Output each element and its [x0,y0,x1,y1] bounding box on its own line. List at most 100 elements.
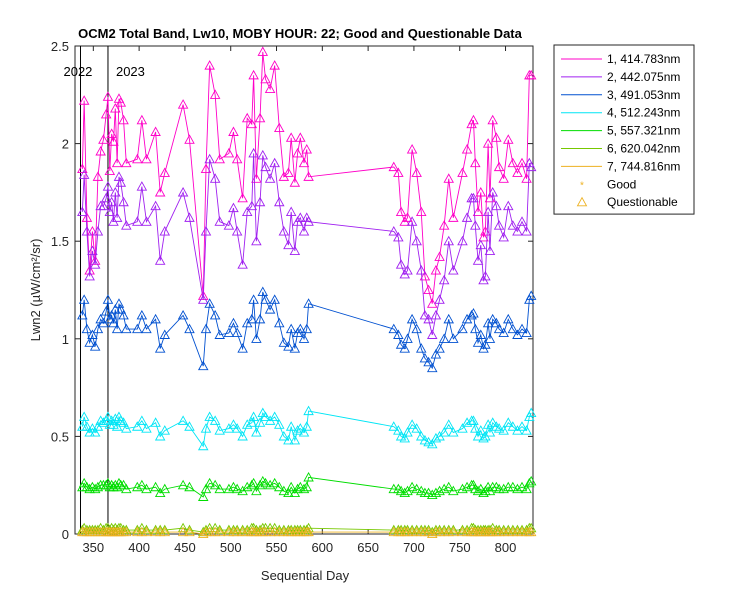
data-point [457,235,468,246]
data-point [204,411,215,421]
data-point [278,485,290,496]
data-point [184,212,195,222]
data-point [426,489,438,500]
data-point [285,323,297,334]
data-point [84,483,95,494]
data-point [228,126,239,136]
data-point [121,423,132,433]
data-point [399,432,411,443]
data-point [461,417,473,427]
data-point [78,95,90,105]
data-point [100,192,112,203]
data-point [475,425,487,435]
data-point [461,524,473,535]
data-point [246,417,258,427]
data-point [248,294,259,304]
data-point [274,481,285,492]
legend-label: 4, 512.243nm [607,106,680,120]
data-point [498,327,509,337]
data-point [468,415,479,425]
data-point [298,483,310,494]
data-point [132,421,143,431]
data-point [393,329,404,339]
data-point [121,220,132,230]
data-point [448,333,459,343]
legend-label: 7, 744.816nm [607,159,680,173]
data-point [443,313,454,324]
data-point [493,161,505,172]
data-point [457,167,468,177]
data-point [241,112,253,123]
data-point [484,245,496,256]
x-tick-label: 450 [174,540,196,555]
data-point [301,421,313,431]
data-point [159,167,171,177]
data-point [246,118,258,129]
data-point [111,212,123,222]
data-point [106,128,117,138]
data-point [260,477,271,488]
data-point [470,423,481,433]
data-point [521,327,532,337]
data-point [237,343,248,353]
data-point [254,417,266,427]
data-point [77,309,88,320]
data-point [448,524,459,535]
data-point [406,144,418,154]
data-point [487,186,498,197]
data-point [493,323,505,334]
data-point [295,423,306,433]
data-point [274,317,285,328]
data-point [106,309,117,320]
data-point [303,526,314,537]
data-point [426,298,438,308]
data-point [254,112,266,123]
data-point [498,483,509,494]
data-point [468,307,479,318]
series-line [81,153,532,335]
data-point [411,323,422,334]
data-point [132,153,143,164]
data-point [478,487,489,498]
data-point [159,526,171,537]
data-point [184,526,195,537]
data-point [113,298,125,308]
x-tick-label: 750 [449,540,471,555]
data-point [177,186,189,197]
data-point [426,329,438,339]
data-point [393,425,404,435]
data-point [298,333,310,343]
data-point [512,329,523,339]
data-point [423,356,434,367]
data-point [491,132,502,142]
data-point [184,524,195,535]
data-point [113,477,125,488]
data-point [81,421,93,431]
data-point [264,83,276,93]
data-point [228,419,239,429]
data-point [98,134,109,144]
data-point [283,239,294,250]
data-point [264,479,276,490]
data-point [141,526,152,537]
data-point [209,415,221,425]
data-point [184,481,195,492]
data-point [87,245,98,256]
data-point [406,419,418,429]
data-point [507,220,519,230]
data-point [434,485,445,496]
data-point [443,481,454,492]
data-point [415,343,427,353]
data-point [257,286,269,297]
data-point [507,421,519,431]
data-point [415,206,427,216]
data-point [231,226,243,236]
data-point [78,411,90,421]
data-point [472,255,484,265]
data-point [141,216,152,226]
data-point [241,206,253,216]
data-point [141,323,152,334]
data-point [487,313,498,324]
data-point [81,212,93,222]
data-point [507,481,519,492]
